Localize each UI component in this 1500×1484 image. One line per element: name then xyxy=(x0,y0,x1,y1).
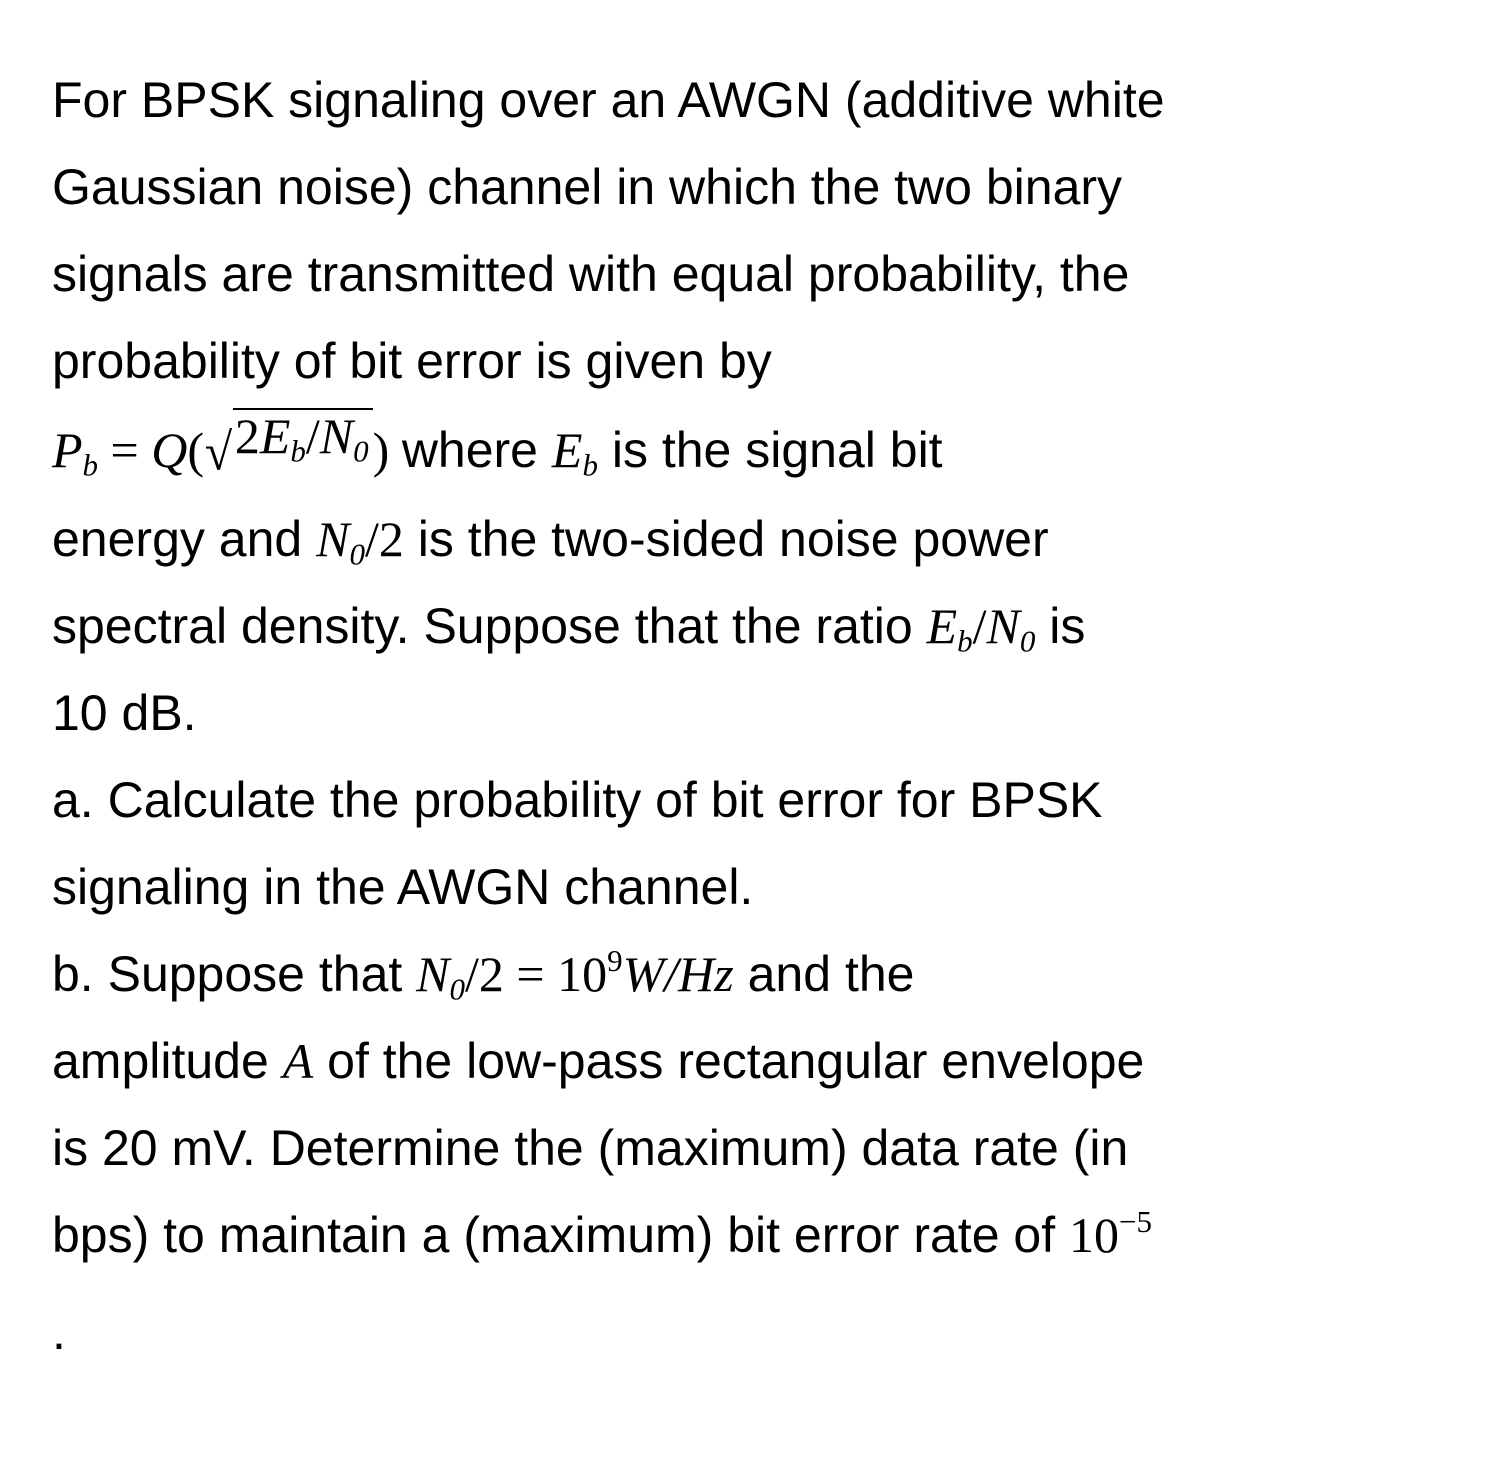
A-symbol: A xyxy=(283,1033,314,1089)
part-b-line-1: b. Suppose that N0/2 = 109W/Hz and the xyxy=(52,934,1448,1015)
intro-line-6: spectral density. Suppose that the ratio… xyxy=(52,586,1448,667)
Eb-over-N0: Eb/N0 xyxy=(927,598,1036,654)
divide-slash: / xyxy=(306,408,320,464)
trailing-period: . xyxy=(52,1292,1448,1373)
E-sub-b-3: b xyxy=(957,624,973,659)
P-symbol: P xyxy=(52,422,83,478)
ten-to-minus-5: 10−5 xyxy=(1069,1207,1152,1263)
pb-equals-q-sqrt: Pb = Q(√2Eb/N0) xyxy=(52,422,402,478)
where-text: where xyxy=(402,422,552,478)
intro-line-4: probability of bit error is given by xyxy=(52,321,1448,402)
intro-line-7: 10 dB. xyxy=(52,673,1448,754)
Q-symbol: Q xyxy=(151,422,187,478)
E-sub-b: b xyxy=(290,434,306,469)
sqrt-expression: √2Eb/N0 xyxy=(204,408,373,493)
W-per-Hz: W/Hz xyxy=(623,946,734,1002)
part-b-line-4: bps) to maintain a (maximum) bit error r… xyxy=(52,1195,1448,1276)
equation-line-1: Pb = Q(√2Eb/N0) where Eb is the signal b… xyxy=(52,408,1448,493)
radicand: 2Eb/N0 xyxy=(233,408,373,468)
sqrt-icon: √ xyxy=(205,411,232,496)
E-symbol-3: E xyxy=(927,598,958,654)
part-a-line-2: signaling in the AWGN channel. xyxy=(52,847,1448,928)
b-l2b-text: of the low-pass rectangular envelope xyxy=(313,1033,1144,1089)
N0-over-2: N0/2 xyxy=(316,511,404,567)
l6a-text: spectral density. Suppose that the ratio xyxy=(52,598,927,654)
intro-line-1: For BPSK signaling over an AWGN (additiv… xyxy=(52,60,1448,141)
l5a-text: energy and xyxy=(52,511,316,567)
b-l4a-text: bps) to maintain a (maximum) bit error r… xyxy=(52,1207,1069,1263)
equals-sign: = xyxy=(98,422,151,478)
N-symbol-4: N xyxy=(416,946,449,1002)
over2-eq-10: /2 = 10 xyxy=(465,946,607,1002)
intro-line-3: signals are transmitted with equal proba… xyxy=(52,234,1448,315)
part-a-line-1: a. Calculate the probability of bit erro… xyxy=(52,760,1448,841)
eq1-tail-text: is the signal bit xyxy=(598,422,943,478)
exp-9: 9 xyxy=(607,943,623,978)
problem-page: For BPSK signaling over an AWGN (additiv… xyxy=(0,0,1500,1484)
N-sub-0: 0 xyxy=(353,434,369,469)
part-b-line-2: amplitude A of the low-pass rectangular … xyxy=(52,1021,1448,1102)
intro-line-5: energy and N0/2 is the two-sided noise p… xyxy=(52,499,1448,580)
exp-minus-5: −5 xyxy=(1119,1204,1152,1239)
part-b-line-3: is 20 mV. Determine the (maximum) data r… xyxy=(52,1108,1448,1189)
b-l2a-text: amplitude xyxy=(52,1033,283,1089)
N-symbol-2: N xyxy=(316,511,349,567)
l6b-text: is xyxy=(1035,598,1085,654)
Eb-inline: Eb xyxy=(552,422,598,478)
over-2: /2 xyxy=(365,511,404,567)
ten: 10 xyxy=(1069,1207,1119,1263)
N-symbol: N xyxy=(320,408,353,464)
E-symbol-2: E xyxy=(552,422,583,478)
N-sub-0-3: 0 xyxy=(1020,624,1036,659)
b-l1a-text: b. Suppose that xyxy=(52,946,416,1002)
close-paren: ) xyxy=(373,422,390,478)
slash: / xyxy=(973,598,987,654)
N-symbol-3: N xyxy=(987,598,1020,654)
l5b-text: is the two-sided noise power xyxy=(404,511,1049,567)
E-sub-b-2: b xyxy=(582,448,598,483)
two: 2 xyxy=(235,408,260,464)
E-symbol: E xyxy=(260,408,291,464)
intro-line-2: Gaussian noise) channel in which the two… xyxy=(52,147,1448,228)
N0-over-2-equals: N0/2 = 109W/Hz xyxy=(416,946,734,1002)
open-paren: ( xyxy=(187,422,204,478)
P-sub-b: b xyxy=(83,448,99,483)
b-l1b-text: and the xyxy=(734,946,915,1002)
N-sub-0-2: 0 xyxy=(349,537,365,572)
N-sub-0-4: 0 xyxy=(450,972,466,1007)
